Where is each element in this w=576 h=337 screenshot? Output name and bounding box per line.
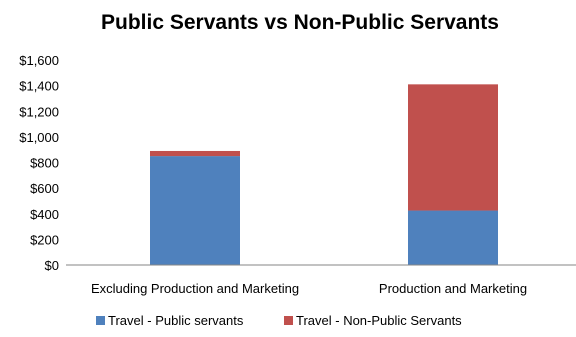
y-tick-label: $0 bbox=[45, 258, 59, 273]
legend: Travel - Public servants Travel - Non-Pub… bbox=[96, 313, 462, 328]
bars bbox=[150, 84, 498, 265]
x-axis: Excluding Production and Marketing Produc… bbox=[66, 264, 576, 296]
y-tick-label: $600 bbox=[30, 181, 59, 196]
y-tick-label: $1,000 bbox=[19, 130, 59, 145]
x-category-label: Excluding Production and Marketing bbox=[91, 281, 299, 296]
legend-swatch bbox=[96, 316, 105, 325]
y-tick-label: $1,400 bbox=[19, 79, 59, 94]
chart-title: Public Servants vs Non-Public Servants bbox=[101, 11, 499, 34]
legend-swatch bbox=[284, 316, 293, 325]
bar-segment-public-1 bbox=[150, 156, 240, 265]
legend-label: Travel - Non-Public Servants bbox=[296, 313, 462, 328]
y-tick-label: $1,600 bbox=[19, 53, 59, 68]
y-tick-label: $1,200 bbox=[19, 104, 59, 119]
y-axis: $0 $200 $400 $600 $800 $1,000 $1,200 $1,400 $1,6… bbox=[19, 53, 59, 273]
legend-label: Travel - Public servants bbox=[108, 313, 244, 328]
y-tick-label: $800 bbox=[30, 156, 59, 171]
bar-segment-non-public-1 bbox=[150, 150, 240, 157]
x-category-label: Production and Marketing bbox=[379, 281, 527, 296]
bar-segment-public-2 bbox=[408, 210, 498, 265]
y-tick-label: $200 bbox=[30, 232, 59, 247]
y-tick-label: $400 bbox=[30, 207, 59, 222]
bar-segment-non-public-2 bbox=[408, 84, 498, 211]
